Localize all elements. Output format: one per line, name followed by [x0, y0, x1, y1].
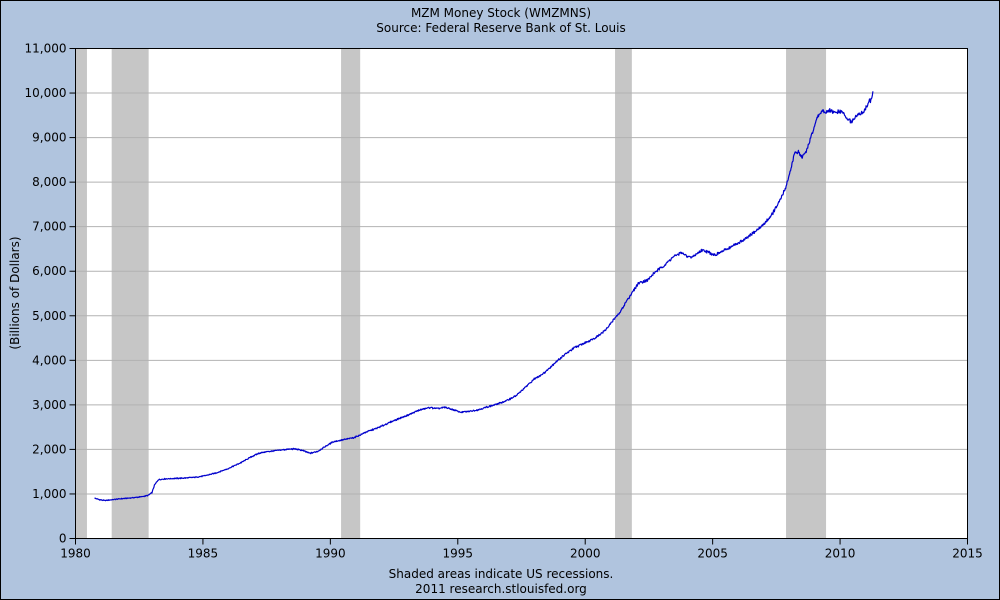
recession-band — [75, 49, 87, 538]
y-tick-label: 10,000 — [25, 86, 67, 100]
y-tick-label: 6,000 — [32, 264, 66, 278]
y-tick-label: 1,000 — [32, 487, 66, 501]
y-tick-label: 0 — [59, 532, 67, 546]
x-tick-label: 1985 — [188, 547, 219, 561]
source-credit: 2011 research.stlouisfed.org — [415, 582, 587, 596]
y-tick-label: 2,000 — [32, 442, 66, 456]
y-tick-label: 4,000 — [32, 353, 66, 367]
title-block: MZM Money Stock (WMZMNS) Source: Federal… — [1, 6, 999, 36]
plot-background — [75, 48, 968, 539]
y-tick-label: 5,000 — [32, 309, 66, 323]
y-tick-label: 11,000 — [25, 42, 67, 56]
x-tick-label: 2005 — [697, 547, 728, 561]
chart-title: MZM Money Stock (WMZMNS) — [410, 6, 592, 20]
x-tick-label: 1995 — [443, 547, 474, 561]
recession-band — [786, 49, 827, 538]
plot-frame — [75, 48, 968, 539]
recession-band — [615, 49, 632, 538]
y-tick-label: 9,000 — [32, 131, 66, 145]
data-line — [94, 91, 874, 502]
recession-band — [111, 49, 149, 538]
x-tick-label: 2010 — [825, 547, 856, 561]
x-tick-label: 1980 — [60, 547, 91, 561]
recession-band — [341, 49, 361, 538]
y-tick-label: 7,000 — [32, 220, 66, 234]
footer-block: Shaded areas indicate US recessions. 201… — [1, 567, 999, 597]
y-tick-label: 3,000 — [32, 398, 66, 412]
x-tick-label: 1990 — [315, 547, 346, 561]
y-tick-label: 8,000 — [32, 175, 66, 189]
x-tick-label: 2015 — [952, 547, 983, 561]
recession-note: Shaded areas indicate US recessions. — [388, 567, 614, 581]
chart-subtitle: Source: Federal Reserve Bank of St. Loui… — [376, 21, 626, 35]
x-tick-label: 2000 — [570, 547, 601, 561]
